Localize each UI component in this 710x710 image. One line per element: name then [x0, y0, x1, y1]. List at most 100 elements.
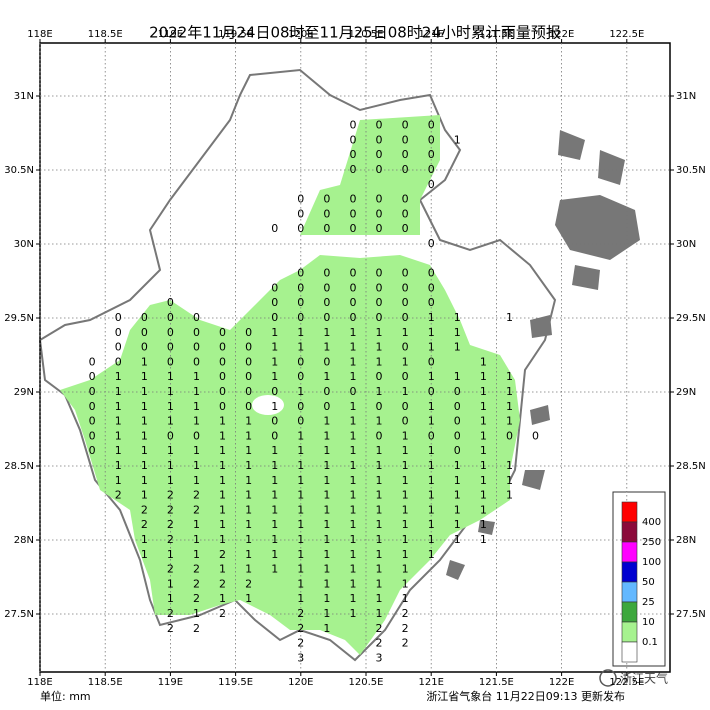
rain-value: 1 [428, 503, 435, 516]
rain-value: 1 [193, 533, 200, 546]
legend-box [612, 491, 666, 667]
rain-value: 1 [428, 489, 435, 502]
rain-value: 1 [428, 518, 435, 531]
rain-value: 0 [297, 415, 304, 428]
rain-value: 1 [219, 563, 226, 576]
rain-value: 1 [402, 518, 409, 531]
rain-value: 0 [89, 415, 96, 428]
x-tick-label: 119.5E [218, 677, 253, 688]
rain-value: 1 [454, 489, 461, 502]
rain-value: 1 [428, 474, 435, 487]
rain-value: 1 [376, 341, 383, 354]
rain-value: 0 [349, 385, 356, 398]
rain-value: 1 [376, 577, 383, 590]
x-tick-label: 118E [27, 677, 52, 688]
rain-value: 1 [428, 341, 435, 354]
rain-value: 1 [428, 370, 435, 383]
rain-value: 1 [167, 548, 174, 561]
rain-value: 1 [141, 370, 148, 383]
watermark-icon [599, 669, 617, 687]
rain-value: 1 [141, 400, 148, 413]
rain-value: 0 [141, 341, 148, 354]
rain-value: 1 [115, 459, 122, 472]
x-tick-label: 118E [27, 29, 52, 40]
rain-value: 1 [428, 311, 435, 324]
rain-value: 1 [167, 444, 174, 457]
rain-value: 1 [376, 326, 383, 339]
rain-value: 1 [271, 459, 278, 472]
rain-value: 1 [141, 489, 148, 502]
rain-value: 1 [454, 326, 461, 339]
rain-value: 1 [193, 518, 200, 531]
rain-value: 0 [245, 400, 252, 413]
rain-value: 2 [167, 533, 174, 546]
rain-value: 1 [115, 400, 122, 413]
rain-value: 0 [376, 193, 383, 206]
rain-value: 1 [115, 370, 122, 383]
y-tick-label: 30.5N [676, 165, 706, 176]
rain-value: 2 [167, 503, 174, 516]
rain-value: 1 [454, 133, 461, 146]
rain-value: 1 [167, 370, 174, 383]
rain-area [300, 115, 440, 235]
rain-value: 0 [245, 370, 252, 383]
y-tick-label: 31N [676, 91, 696, 102]
rain-value: 2 [167, 607, 174, 620]
y-tick-label: 28N [676, 535, 696, 546]
rain-value: 2 [141, 518, 148, 531]
rain-value: 0 [376, 429, 383, 442]
y-tick-label: 29N [14, 387, 34, 398]
rain-value: 0 [454, 444, 461, 457]
legend-label: 400 [642, 517, 661, 528]
rain-value: 0 [89, 370, 96, 383]
rain-value: 1 [167, 577, 174, 590]
rain-value: 1 [454, 370, 461, 383]
rain-value: 2 [376, 622, 383, 635]
rain-value: 0 [167, 355, 174, 368]
rain-value: 1 [115, 385, 122, 398]
rain-value: 1 [506, 415, 513, 428]
rain-value: 2 [402, 637, 409, 650]
rain-value: 3 [297, 651, 304, 664]
rain-value: 0 [297, 207, 304, 220]
rain-value: 1 [454, 518, 461, 531]
rain-value: 0 [115, 355, 122, 368]
rain-value: 0 [428, 355, 435, 368]
rain-value: 1 [271, 489, 278, 502]
legend-swatch [621, 501, 638, 523]
rain-value: 0 [349, 163, 356, 176]
y-tick-label: 28N [14, 535, 34, 546]
rain-value: 1 [349, 577, 356, 590]
rain-value: 1 [271, 326, 278, 339]
rain-value: 1 [141, 429, 148, 442]
rain-area [60, 255, 520, 655]
rain-value: 1 [245, 474, 252, 487]
rain-value: 0 [297, 370, 304, 383]
rain-value: 1 [245, 592, 252, 605]
rain-value: 1 [193, 370, 200, 383]
rain-value: 0 [115, 326, 122, 339]
rain-value: 1 [480, 444, 487, 457]
rain-value: 1 [167, 459, 174, 472]
rain-value: 0 [428, 237, 435, 250]
rain-value: 1 [141, 385, 148, 398]
rain-value: 2 [376, 637, 383, 650]
unit-label: 单位: mm [40, 689, 91, 703]
rain-value: 1 [480, 370, 487, 383]
rain-value: 1 [193, 474, 200, 487]
rain-value: 0 [193, 341, 200, 354]
rain-value: 1 [323, 548, 330, 561]
rain-value: 0 [402, 341, 409, 354]
rain-value: 1 [245, 489, 252, 502]
rain-value: 1 [297, 563, 304, 576]
rain-value: 1 [297, 474, 304, 487]
rain-value: 1 [376, 592, 383, 605]
rain-value: 1 [271, 548, 278, 561]
x-tick-label: 118.5E [88, 677, 123, 688]
rain-value: 1 [297, 503, 304, 516]
rain-value: 1 [193, 415, 200, 428]
legend-label: 100 [642, 557, 661, 568]
rain-value: 0 [402, 296, 409, 309]
rain-value: 1 [402, 444, 409, 457]
